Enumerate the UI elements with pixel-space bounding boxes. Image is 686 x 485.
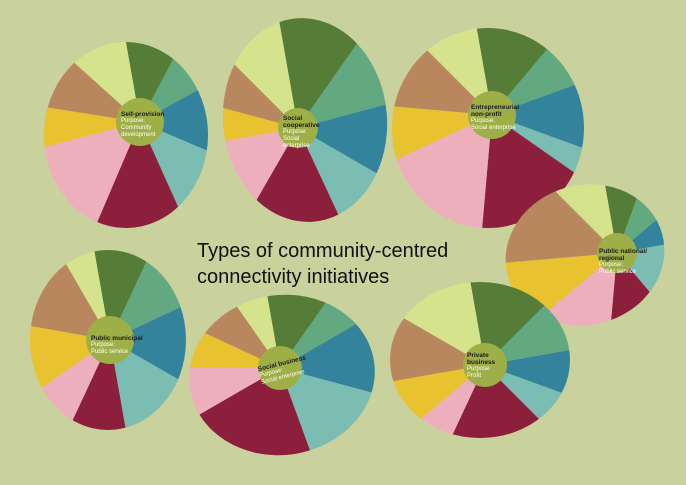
purpose-label: Purpose: (467, 366, 492, 372)
purpose-label: Purpose: (121, 118, 146, 124)
purpose-label: Purpose: (471, 118, 496, 124)
initiative-name: Private business (467, 352, 496, 366)
blob-segment (214, 98, 298, 148)
blob-segment (485, 347, 570, 399)
blob-segment (44, 104, 140, 151)
title-line-2: connectivity initiatives (197, 266, 390, 288)
title-line-1: Types of community-centred (197, 240, 449, 262)
blob-segment (390, 315, 485, 383)
diagram-title: Types of community-centred connectivity … (197, 238, 448, 290)
purpose-value: Profit (467, 373, 482, 379)
purpose-label: Purpose: (599, 262, 624, 268)
center-circle (116, 98, 164, 146)
center-circle (597, 233, 637, 273)
blob-segment (280, 368, 379, 464)
initiative-name: Self-provision (121, 111, 165, 118)
center-circle (468, 91, 516, 139)
purpose-value: Public service (599, 269, 637, 275)
center-circle (258, 346, 302, 390)
blob-segment (443, 365, 556, 438)
blob-segment (33, 340, 110, 425)
blob-segment (63, 250, 110, 340)
blob-segment (55, 42, 140, 122)
blob-segment (492, 75, 584, 155)
purpose-value: Public service (91, 349, 129, 355)
purpose-value: Community development (121, 125, 156, 138)
blob-segment (492, 115, 584, 181)
blob-segment (110, 300, 186, 387)
blob-segment (280, 317, 382, 395)
blob-segment (140, 66, 208, 167)
blob-segment (140, 122, 208, 226)
blob-segment (278, 13, 364, 128)
blob-segment (392, 104, 492, 164)
blob-segment (120, 42, 194, 122)
label-entrepreneurial-non-profit: Entrepreneurial non-profit Purpose: Soci… (471, 104, 521, 132)
blob-segment (178, 368, 280, 419)
purpose-value: Social enterprise (283, 136, 310, 149)
blob-segment (95, 122, 187, 228)
blob-segment (392, 115, 492, 228)
center-circle (86, 316, 134, 364)
purpose-label: Purpose: (91, 342, 116, 348)
initiative-name: Public national/ regional (599, 248, 648, 262)
blob-segment (44, 122, 140, 227)
initiative-name: Public municipal (91, 335, 143, 342)
purpose-value: Social enterprise (471, 125, 516, 131)
purpose-label: Purpose: (283, 129, 308, 135)
label-private-business: Private business Purpose: Profit (467, 352, 507, 380)
label-public-municipal: Public municipal Purpose: Public service (91, 335, 151, 356)
label-social-cooperative: Social cooperative Purpose: Social enter… (283, 115, 323, 150)
initiative-name: Entrepreneurial non-profit (471, 104, 520, 118)
label-self-provision: Self-provision Purpose: Community develo… (121, 111, 171, 139)
center-circle (278, 108, 318, 148)
center-circle (463, 343, 507, 387)
initiative-name: Social cooperative (283, 115, 320, 129)
blob-segment (214, 128, 298, 227)
label-public-national-regional: Public national/ regional Purpose: Publi… (599, 248, 649, 276)
blob-segment (178, 324, 280, 368)
